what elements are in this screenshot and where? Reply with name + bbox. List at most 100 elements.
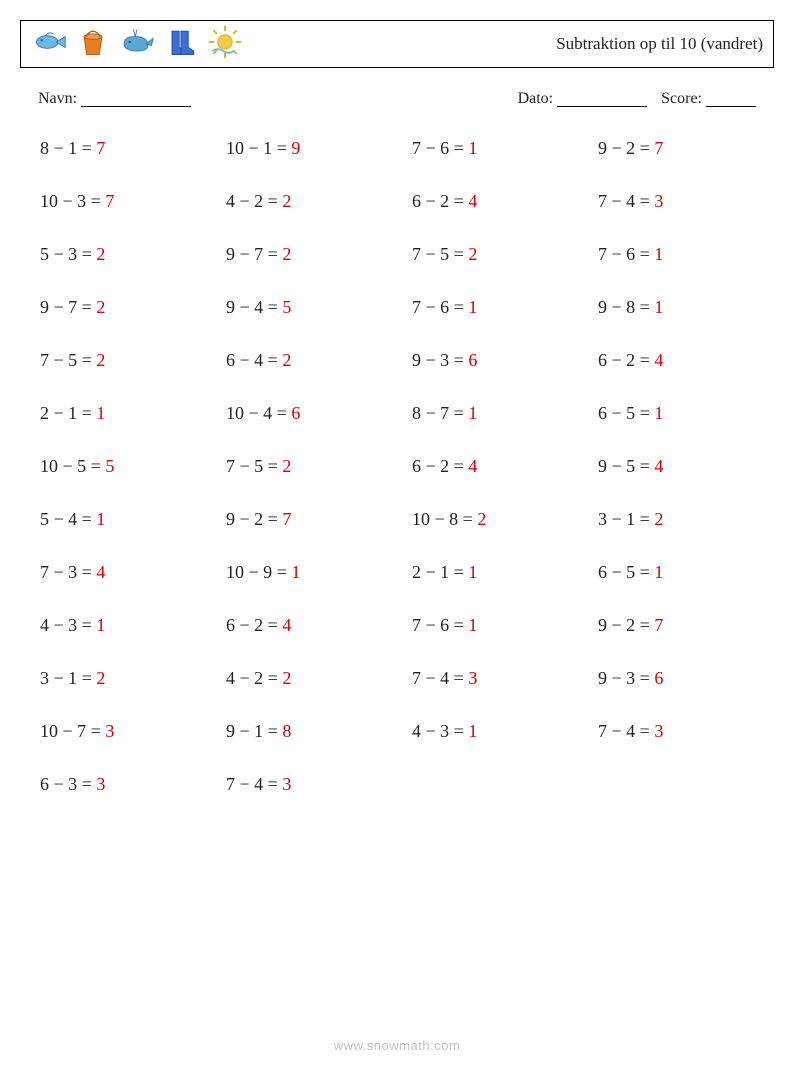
meta-row: Navn: Dato: Score: bbox=[38, 90, 756, 108]
problem-cell: 9 − 8 = 1 bbox=[598, 297, 774, 318]
problem-answer: 1 bbox=[468, 721, 477, 741]
problem-cell: 9 − 3 = 6 bbox=[412, 350, 588, 371]
name-line[interactable] bbox=[81, 106, 191, 107]
problem-answer: 7 bbox=[654, 138, 663, 158]
problem-expression: 7 − 4 = bbox=[598, 191, 654, 211]
problem-cell bbox=[598, 774, 774, 795]
problem-cell: 7 − 4 = 3 bbox=[598, 721, 774, 742]
problem-cell: 2 − 1 = 1 bbox=[412, 562, 588, 583]
problem-answer: 1 bbox=[468, 297, 477, 317]
problem-cell: 4 − 3 = 1 bbox=[40, 615, 216, 636]
problem-expression: 6 − 4 = bbox=[226, 350, 282, 370]
problem-expression: 10 − 4 = bbox=[226, 403, 291, 423]
problem-expression: 6 − 2 = bbox=[226, 615, 282, 635]
problem-expression: 4 − 2 = bbox=[226, 668, 282, 688]
whale-icon bbox=[119, 24, 155, 65]
problem-expression: 2 − 1 = bbox=[40, 403, 96, 423]
bucket-icon bbox=[75, 24, 111, 65]
sun-icon bbox=[207, 24, 243, 65]
problem-answer: 1 bbox=[468, 138, 477, 158]
problem-cell bbox=[412, 774, 588, 795]
problem-cell: 6 − 5 = 1 bbox=[598, 562, 774, 583]
problem-answer: 8 bbox=[282, 721, 291, 741]
problem-expression: 7 − 6 = bbox=[412, 297, 468, 317]
footer-link[interactable]: www.snowmath.com bbox=[0, 1038, 794, 1053]
problem-answer: 2 bbox=[282, 350, 291, 370]
problem-answer: 2 bbox=[282, 191, 291, 211]
problem-cell: 4 − 2 = 2 bbox=[226, 191, 402, 212]
problem-cell: 9 − 3 = 6 bbox=[598, 668, 774, 689]
problem-expression: 6 − 5 = bbox=[598, 403, 654, 423]
date-line[interactable] bbox=[557, 106, 647, 107]
problem-cell: 6 − 2 = 4 bbox=[598, 350, 774, 371]
problem-answer: 2 bbox=[96, 350, 105, 370]
problem-cell: 9 − 7 = 2 bbox=[226, 244, 402, 265]
problem-cell: 3 − 1 = 2 bbox=[598, 509, 774, 530]
problem-cell: 10 − 9 = 1 bbox=[226, 562, 402, 583]
problem-answer: 4 bbox=[468, 456, 477, 476]
problem-expression: 10 − 9 = bbox=[226, 562, 291, 582]
problem-answer: 7 bbox=[282, 509, 291, 529]
problem-answer: 1 bbox=[654, 562, 663, 582]
problem-cell: 7 − 4 = 3 bbox=[226, 774, 402, 795]
problem-answer: 1 bbox=[468, 403, 477, 423]
problem-expression: 9 − 7 = bbox=[226, 244, 282, 264]
problem-expression: 7 − 6 = bbox=[412, 615, 468, 635]
problem-cell: 7 − 6 = 1 bbox=[412, 138, 588, 159]
problem-answer: 2 bbox=[96, 297, 105, 317]
worksheet-title: Subtraktion op til 10 (vandret) bbox=[556, 34, 763, 54]
problem-expression: 10 − 5 = bbox=[40, 456, 105, 476]
score-line[interactable] bbox=[706, 106, 756, 107]
problem-expression: 9 − 2 = bbox=[598, 138, 654, 158]
problem-expression: 9 − 3 = bbox=[598, 668, 654, 688]
problem-answer: 2 bbox=[282, 668, 291, 688]
problem-answer: 4 bbox=[654, 350, 663, 370]
problem-cell: 9 − 4 = 5 bbox=[226, 297, 402, 318]
score-field: Score: bbox=[661, 90, 756, 108]
problem-cell: 8 − 7 = 1 bbox=[412, 403, 588, 424]
problem-answer: 3 bbox=[105, 721, 114, 741]
problem-answer: 1 bbox=[291, 562, 300, 582]
problems-grid: 8 − 1 = 710 − 1 = 97 − 6 = 19 − 2 = 710 … bbox=[40, 138, 774, 795]
problem-expression: 4 − 2 = bbox=[226, 191, 282, 211]
problem-expression: 4 − 3 = bbox=[40, 615, 96, 635]
problem-answer: 1 bbox=[96, 615, 105, 635]
problem-answer: 5 bbox=[282, 297, 291, 317]
problem-expression: 7 − 5 = bbox=[226, 456, 282, 476]
fish-icon bbox=[31, 24, 67, 65]
problem-expression: 7 − 4 = bbox=[226, 774, 282, 794]
problem-cell: 2 − 1 = 1 bbox=[40, 403, 216, 424]
problem-expression: 6 − 3 = bbox=[40, 774, 96, 794]
problem-answer: 1 bbox=[468, 562, 477, 582]
problem-cell: 9 − 2 = 7 bbox=[598, 615, 774, 636]
problem-expression: 7 − 5 = bbox=[412, 244, 468, 264]
date-label: Dato: bbox=[518, 90, 554, 107]
problem-expression: 4 − 3 = bbox=[412, 721, 468, 741]
problem-answer: 2 bbox=[96, 668, 105, 688]
problem-answer: 2 bbox=[468, 244, 477, 264]
problem-expression: 5 − 3 = bbox=[40, 244, 96, 264]
name-field: Navn: bbox=[38, 90, 191, 107]
problem-cell: 6 − 4 = 2 bbox=[226, 350, 402, 371]
problem-expression: 9 − 1 = bbox=[226, 721, 282, 741]
problem-answer: 9 bbox=[291, 138, 300, 158]
problem-cell: 6 − 2 = 4 bbox=[412, 191, 588, 212]
problem-expression: 7 − 4 = bbox=[598, 721, 654, 741]
problem-cell: 7 − 5 = 2 bbox=[412, 244, 588, 265]
problem-cell: 6 − 3 = 3 bbox=[40, 774, 216, 795]
problem-answer: 7 bbox=[654, 615, 663, 635]
problem-answer: 3 bbox=[468, 668, 477, 688]
problem-cell: 4 − 2 = 2 bbox=[226, 668, 402, 689]
problem-cell: 10 − 4 = 6 bbox=[226, 403, 402, 424]
problem-answer: 7 bbox=[96, 138, 105, 158]
header-box: Subtraktion op til 10 (vandret) bbox=[20, 20, 774, 68]
problem-answer: 3 bbox=[654, 721, 663, 741]
problem-answer: 1 bbox=[96, 509, 105, 529]
problem-expression: 9 − 7 = bbox=[40, 297, 96, 317]
problem-cell: 3 − 1 = 2 bbox=[40, 668, 216, 689]
problem-answer: 2 bbox=[477, 509, 486, 529]
problem-cell: 10 − 1 = 9 bbox=[226, 138, 402, 159]
problem-cell: 10 − 7 = 3 bbox=[40, 721, 216, 742]
problem-answer: 4 bbox=[282, 615, 291, 635]
problem-cell: 7 − 4 = 3 bbox=[412, 668, 588, 689]
